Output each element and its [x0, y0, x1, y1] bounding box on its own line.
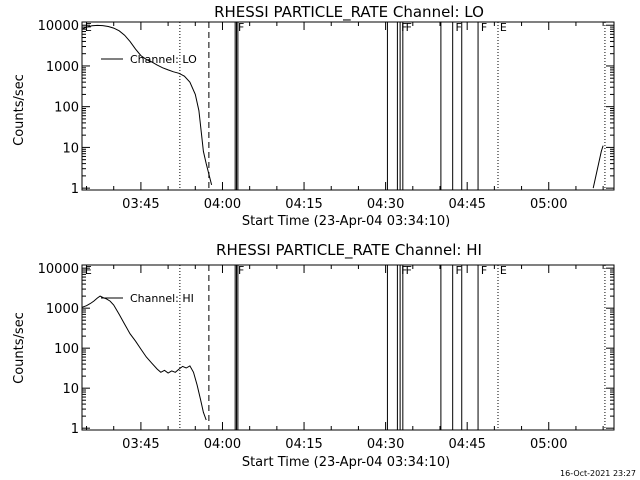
lo-x-tick-label: 04:15 [285, 197, 322, 212]
hi-x-tick-label: 04:30 [367, 437, 404, 452]
lo-y-tick-label: 10000 [38, 19, 79, 34]
lo-y-axis-title: Counts/sec [12, 74, 27, 146]
lo-chart-title: RHESSI PARTICLE_RATE Channel: LO [214, 3, 484, 22]
hi-flag-label: F [481, 264, 487, 277]
lo-plot-frame [81, 21, 615, 191]
lo-x-tick-label: 04:30 [367, 197, 404, 212]
lo-series-line [592, 145, 604, 189]
hi-x-tick-label: 04:45 [448, 437, 485, 452]
lo-flag-label: F [406, 21, 412, 34]
lo-flag-label: E [85, 21, 92, 34]
hi-x-tick-label: 05:00 [530, 437, 567, 452]
lo-legend-label: Channel: LO [130, 53, 197, 66]
hi-flag-label: F [406, 264, 412, 277]
hi-flag-label: E [85, 264, 92, 277]
lo-x-axis-title: Start Time (23-Apr-04 03:34:10) [242, 214, 450, 229]
lo-flag-label: F [401, 21, 407, 34]
hi-legend-label: Channel: HI [130, 292, 194, 305]
lo-y-tick-label: 10 [62, 141, 79, 156]
hi-y-axis-title: Counts/sec [12, 312, 27, 384]
lo-x-tick-label: 05:00 [530, 197, 567, 212]
hi-x-axis-title: Start Time (23-Apr-04 03:34:10) [242, 455, 450, 470]
generation-timestamp: 16-Oct-2021 23:27 [560, 469, 636, 478]
lo-flag-label: F [455, 21, 461, 34]
hi-channel-panel: RHESSI PARTICLE_RATE Channel: HI Start T… [12, 241, 615, 470]
hi-y-tick-label: 100 [54, 342, 79, 357]
lo-y-tick-label: 100 [54, 101, 79, 116]
hi-chart-title: RHESSI PARTICLE_RATE Channel: HI [216, 241, 482, 260]
lo-flag-label: F [481, 21, 487, 34]
lo-x-tick-label: 04:00 [204, 197, 241, 212]
lo-flag-label: F [238, 21, 244, 34]
hi-series-line [81, 295, 207, 421]
hi-x-tick-label: 03:45 [122, 437, 159, 452]
hi-y-tick-label: 10000 [38, 262, 79, 277]
lo-y-tick-label: 1 [71, 182, 79, 197]
hi-y-tick-label: 1000 [46, 302, 79, 317]
hi-x-tick-label: 04:15 [285, 437, 322, 452]
hi-y-tick-label: 1 [71, 422, 79, 437]
lo-x-tick-label: 03:45 [122, 197, 159, 212]
lo-channel-panel: RHESSI PARTICLE_RATE Channel: LO Start T… [12, 3, 615, 229]
hi-flag-label: F [455, 264, 461, 277]
hi-plot-frame [81, 264, 615, 431]
hi-flag-label: F [238, 264, 244, 277]
hi-flag-label: F [401, 264, 407, 277]
lo-x-tick-label: 04:45 [448, 197, 485, 212]
hi-y-tick-label: 10 [62, 382, 79, 397]
lo-y-tick-label: 1000 [46, 60, 79, 75]
lo-series-line [81, 24, 213, 186]
hi-flag-label: E [500, 264, 507, 277]
lo-flag-label: E [500, 21, 507, 34]
hi-x-tick-label: 04:00 [204, 437, 241, 452]
